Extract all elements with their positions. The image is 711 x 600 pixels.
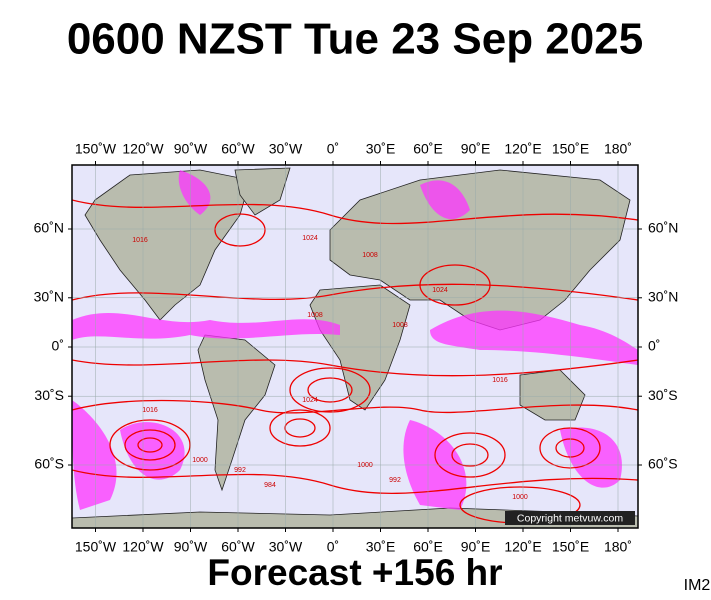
lat-tick-label: 60˚N	[648, 220, 678, 236]
lat-tick-label: 60˚S	[34, 456, 64, 472]
lon-tick-label: 150˚W	[75, 539, 117, 555]
lon-tick-label: 0˚	[327, 539, 339, 555]
image-id: IM2	[684, 577, 711, 594]
isobar-label: 992	[389, 477, 401, 484]
lon-tick-label: 180˚	[604, 141, 632, 157]
lon-tick-label: 30˚E	[366, 141, 396, 157]
isobar-label: 1000	[357, 462, 373, 469]
lon-tick-label: 150˚E	[552, 539, 589, 555]
lon-tick-label: 30˚E	[366, 539, 396, 555]
lon-tick-label: 60˚E	[413, 141, 443, 157]
lon-tick-label: 120˚E	[504, 539, 541, 555]
lat-tick-label: 30˚S	[34, 387, 64, 403]
isobar-label: 1008	[362, 252, 378, 259]
isobar-label: 1016	[132, 237, 148, 244]
lon-tick-label: 30˚W	[269, 539, 303, 555]
lat-tick-label: 30˚N	[648, 288, 678, 304]
isobar-label: 1024	[432, 287, 448, 294]
lon-tick-label: 90˚E	[461, 539, 491, 555]
isobar-label: 1008	[392, 322, 408, 329]
lon-tick-label: 60˚E	[413, 539, 443, 555]
isobar-label: 1000	[512, 494, 528, 501]
lon-tick-label: 180˚	[604, 539, 632, 555]
lat-tick-label: 0˚	[648, 338, 660, 354]
lon-tick-label: 90˚W	[174, 539, 208, 555]
lon-tick-label: 90˚W	[174, 141, 208, 157]
lat-tick-label: 0˚	[52, 338, 64, 354]
isobar-label: 984	[264, 482, 276, 489]
lat-tick-label: 60˚S	[648, 456, 678, 472]
map: 1024 1008 1016 1008 1024 1008 1016 1000 992 1024 1…	[72, 165, 638, 528]
copyright-box	[505, 511, 635, 525]
isobar-label: 1008	[307, 312, 323, 319]
lon-tick-label: 0˚	[327, 141, 339, 157]
title: 0600 NZST Tue 23 Sep 2025	[67, 15, 643, 64]
lon-tick-label: 150˚W	[75, 141, 117, 157]
isobar-label: 992	[234, 467, 246, 474]
isobar-label: 1016	[142, 407, 158, 414]
isobar-label: 1024	[302, 235, 318, 242]
lon-tick-label: 120˚W	[122, 141, 164, 157]
forecast-label: Forecast +156 hr	[207, 552, 502, 593]
ticks: 150˚W 150˚W 120˚W 120˚W 90˚W 90˚W 60˚W 60˚W 30˚W…	[34, 141, 679, 555]
lon-tick-label: 60˚W	[221, 141, 255, 157]
copyright: Copyright metvuw.com	[517, 512, 623, 524]
isobar-label: 1016	[492, 377, 508, 384]
lon-tick-label: 150˚E	[552, 141, 589, 157]
lon-tick-label: 120˚W	[122, 539, 164, 555]
lon-tick-label: 60˚W	[221, 539, 255, 555]
lon-tick-label: 30˚W	[269, 141, 303, 157]
lat-tick-label: 30˚N	[34, 288, 64, 304]
lon-tick-label: 90˚E	[461, 141, 491, 157]
precipitation	[72, 170, 638, 510]
lon-tick-label: 120˚E	[504, 141, 541, 157]
lat-tick-label: 60˚N	[34, 220, 64, 236]
isobar-label: 1000	[192, 457, 208, 464]
isobar-label: 1024	[302, 397, 318, 404]
lat-tick-label: 30˚S	[648, 387, 678, 403]
